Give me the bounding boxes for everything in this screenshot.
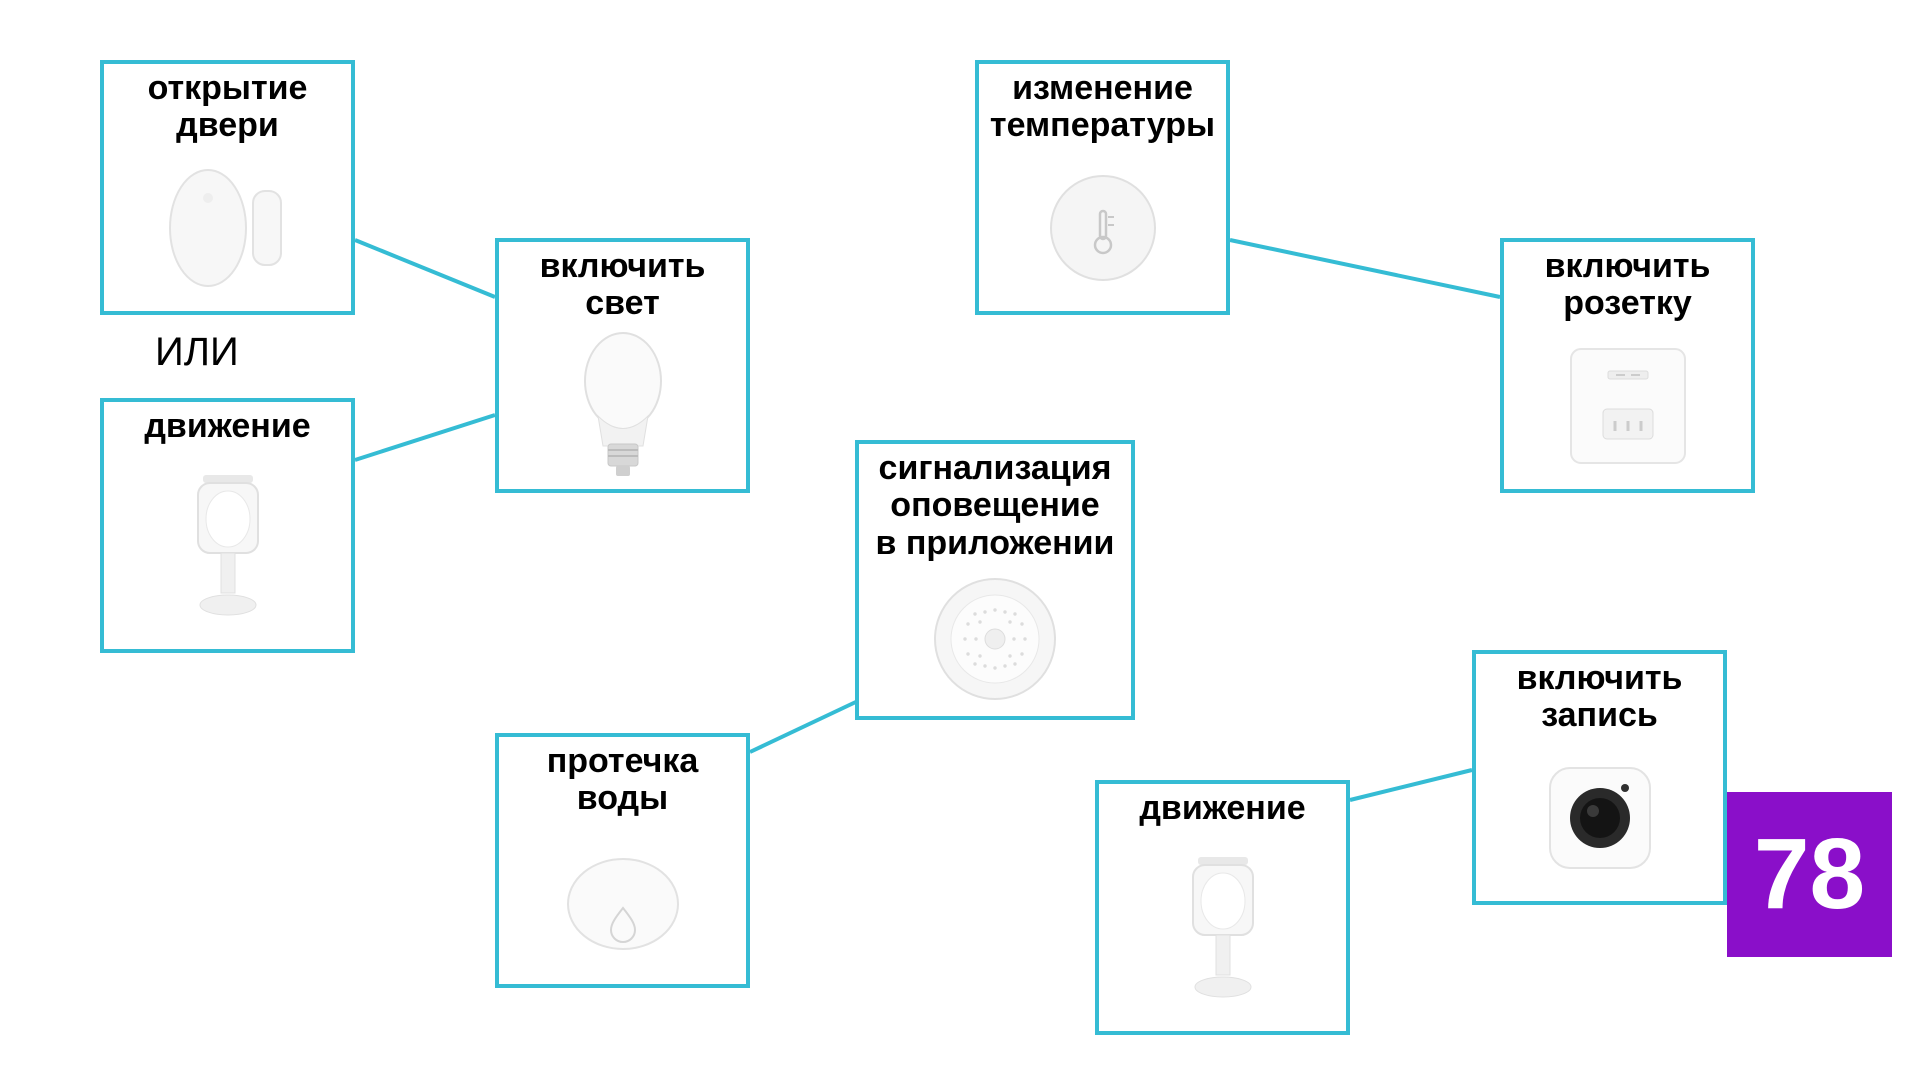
node-label: открытие двери (144, 70, 312, 145)
temp-sensor-icon (979, 145, 1226, 311)
bulb-icon (499, 323, 746, 489)
node-label: изменение температуры (986, 70, 1219, 145)
or-label: ИЛИ (155, 330, 239, 375)
leak-sensor-icon (499, 818, 746, 984)
node-motion-2: движение (1095, 780, 1350, 1035)
node-water-leak: протечка воды (495, 733, 750, 988)
node-label: сигнализация оповещение в приложении (872, 450, 1119, 562)
node-door-open: открытие двери (100, 60, 355, 315)
socket-icon (1504, 323, 1751, 489)
node-label: включить запись (1513, 660, 1687, 735)
node-record-on: включить запись (1472, 650, 1727, 905)
motion-sensor-icon (104, 445, 351, 649)
node-label: включить свет (536, 248, 710, 323)
motion-sensor-icon (1099, 827, 1346, 1031)
node-socket-on: включить розетку (1500, 238, 1755, 493)
node-label: включить розетку (1541, 248, 1715, 323)
camera-icon (1476, 735, 1723, 901)
node-label: движение (1135, 790, 1309, 827)
node-light-on: включить свет (495, 238, 750, 493)
node-label: протечка воды (543, 743, 703, 818)
node-label: движение (140, 408, 314, 445)
channel-badge: 78 (1727, 792, 1892, 957)
door-sensor-icon (104, 145, 351, 311)
hub-icon (859, 562, 1131, 716)
node-motion-1: движение (100, 398, 355, 653)
badge-text: 78 (1754, 817, 1865, 932)
node-hub-alarm: сигнализация оповещение в приложении (855, 440, 1135, 720)
node-temperature: изменение температуры (975, 60, 1230, 315)
